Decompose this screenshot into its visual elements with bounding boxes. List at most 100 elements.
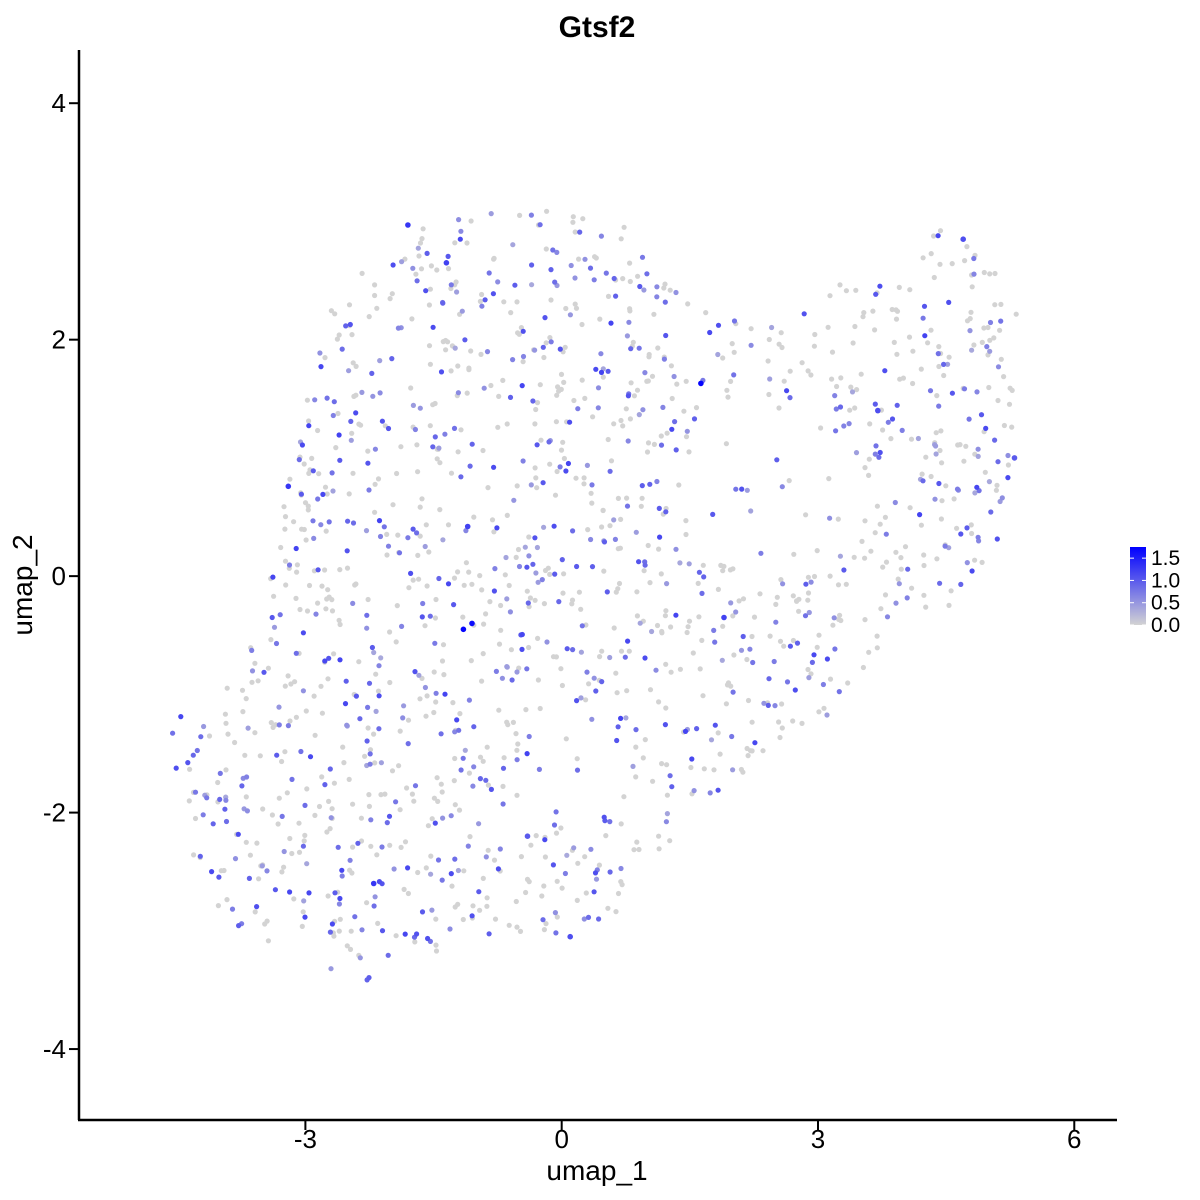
data-point <box>690 650 696 656</box>
data-point <box>371 903 377 909</box>
data-point <box>748 342 754 348</box>
data-point <box>618 865 624 872</box>
data-point <box>545 565 551 571</box>
data-point <box>806 609 812 616</box>
data-point <box>448 871 454 877</box>
data-point <box>350 360 356 366</box>
data-point <box>442 431 448 437</box>
data-point <box>516 331 522 337</box>
data-point <box>642 737 648 743</box>
data-point-high <box>721 614 727 621</box>
data-point <box>841 423 847 429</box>
data-point-high <box>405 222 411 228</box>
data-point <box>893 600 899 606</box>
data-point <box>432 615 438 621</box>
data-point <box>615 890 622 897</box>
data-point <box>641 568 647 574</box>
data-point <box>406 585 412 591</box>
data-point <box>299 442 305 448</box>
data-point <box>937 580 943 586</box>
data-point <box>445 266 452 272</box>
data-point <box>969 347 975 353</box>
data-point <box>766 391 772 398</box>
data-point <box>769 324 775 331</box>
data-point <box>477 298 483 304</box>
data-point <box>833 428 839 434</box>
data-point <box>526 644 532 651</box>
data-point <box>484 349 491 355</box>
data-point <box>346 776 352 783</box>
data-point <box>328 308 334 314</box>
data-point <box>962 258 968 264</box>
data-point <box>300 843 306 849</box>
data-point <box>405 741 411 747</box>
data-point <box>504 719 510 725</box>
data-point <box>422 684 428 691</box>
data-point <box>457 711 463 717</box>
data-point <box>255 678 261 684</box>
data-point <box>776 719 782 725</box>
data-point <box>915 435 922 442</box>
data-point <box>626 648 632 654</box>
data-point <box>641 287 647 293</box>
data-point <box>711 767 717 773</box>
data-point <box>222 806 228 812</box>
data-point <box>774 457 780 463</box>
data-point <box>465 843 471 849</box>
data-point <box>627 416 634 422</box>
data-point <box>430 402 436 408</box>
data-point <box>613 670 619 676</box>
data-point <box>405 890 411 897</box>
x-tick-label: 6 <box>1067 1124 1081 1154</box>
data-point-high <box>370 880 377 887</box>
data-point <box>645 440 652 446</box>
data-point <box>415 245 421 251</box>
data-point <box>270 574 276 580</box>
data-point <box>833 406 839 412</box>
data-point <box>984 344 990 350</box>
data-point <box>904 595 910 601</box>
data-point <box>573 475 579 481</box>
data-point <box>372 282 378 288</box>
data-point <box>849 389 856 395</box>
data-point <box>533 833 539 839</box>
data-point <box>428 871 434 877</box>
data-point <box>327 929 333 935</box>
data-point <box>642 655 648 661</box>
data-point <box>346 302 353 308</box>
data-point <box>866 472 872 478</box>
data-point <box>954 525 960 531</box>
data-point <box>419 236 425 242</box>
data-point <box>589 564 596 570</box>
data-point <box>975 453 981 459</box>
data-point <box>591 889 597 895</box>
data-point <box>832 393 838 399</box>
data-point <box>427 423 433 429</box>
y-tick-label: -2 <box>43 798 66 828</box>
data-point <box>223 720 229 726</box>
data-point <box>372 894 378 900</box>
data-point <box>646 351 652 358</box>
data-point <box>902 544 909 550</box>
data-point <box>847 407 853 413</box>
data-point <box>217 796 223 803</box>
data-point <box>458 474 464 480</box>
data-point <box>581 475 587 481</box>
data-point <box>600 507 606 513</box>
data-point <box>645 542 651 549</box>
data-point <box>432 640 438 646</box>
data-point <box>570 214 576 220</box>
data-point <box>493 668 499 675</box>
data-point <box>700 562 706 568</box>
data-point <box>853 450 860 456</box>
data-point <box>630 763 636 770</box>
data-point <box>400 715 406 721</box>
data-point <box>595 385 602 391</box>
data-point <box>348 437 354 443</box>
data-point <box>787 643 794 649</box>
data-point <box>515 741 521 747</box>
data-point <box>364 738 370 744</box>
data-point <box>500 377 506 383</box>
data-point <box>459 308 465 314</box>
data-point <box>555 384 561 390</box>
